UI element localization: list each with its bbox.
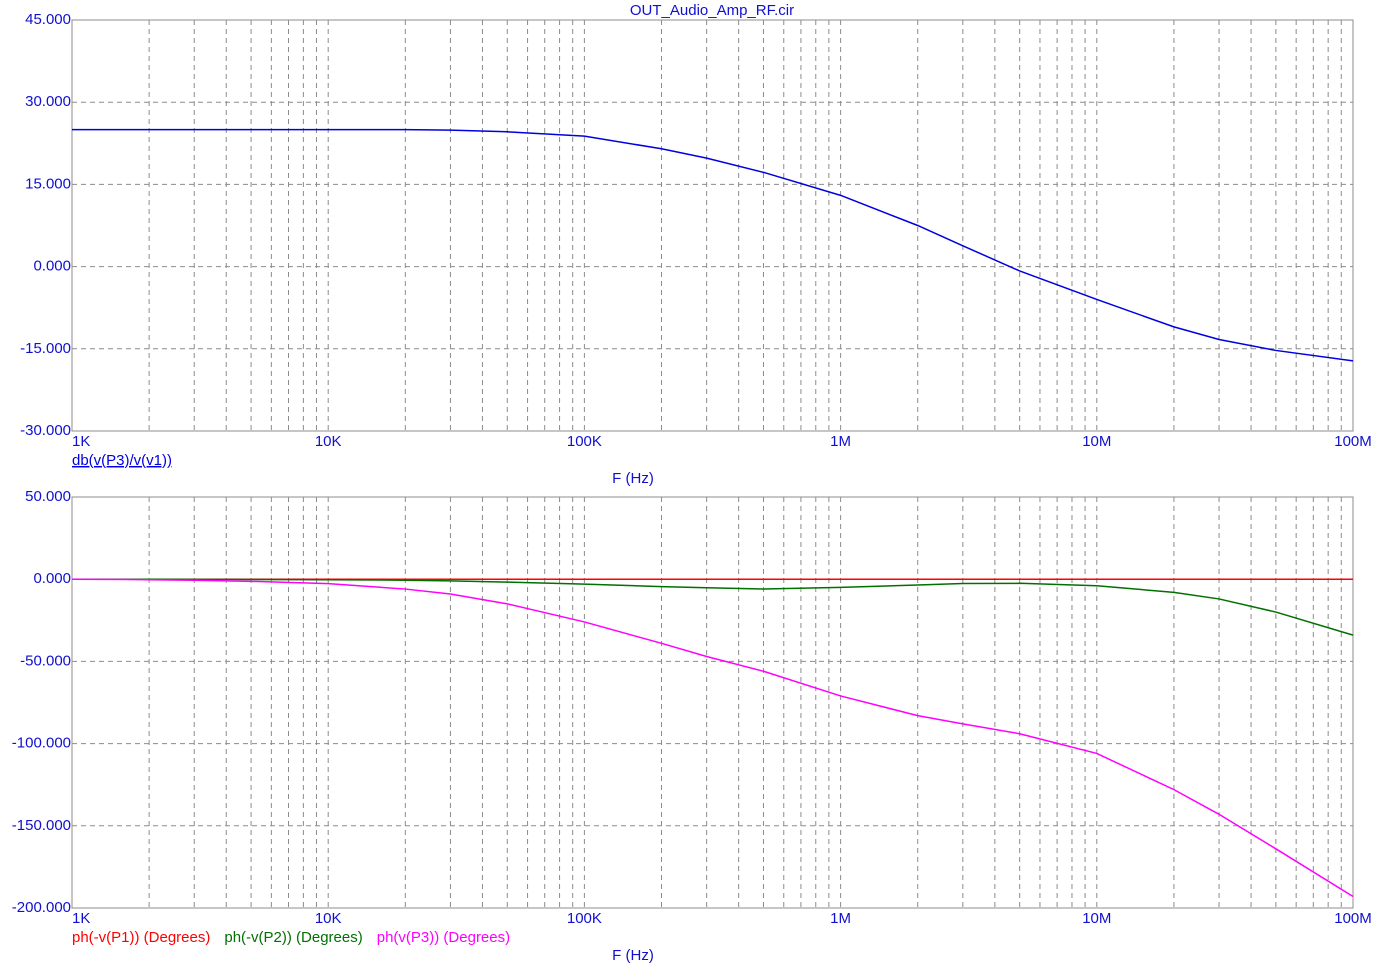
y-tick-label: 50.000: [25, 488, 71, 505]
y-tick-label: -50.000: [20, 652, 71, 669]
x-axis-label: F (Hz): [612, 947, 654, 964]
x-tick-label: 10M: [1082, 433, 1111, 450]
legend-entry: ph(-v(P1)) (Degrees): [72, 929, 210, 946]
y-tick-label: 0.000: [33, 570, 71, 587]
plot-frame: [71, 496, 1354, 909]
x-tick-label: 100K: [567, 910, 602, 927]
legend-entry: db(v(P3)/v(v1)): [72, 452, 172, 469]
x-tick-label: 1K: [72, 433, 90, 450]
x-tick-label: 100K: [567, 433, 602, 450]
x-tick-label: 10K: [315, 910, 342, 927]
x-tick-label: 100M: [1334, 433, 1372, 450]
plot-frame: [71, 19, 1354, 432]
x-tick-label: 10M: [1082, 910, 1111, 927]
y-tick-label: 15.000: [25, 175, 71, 192]
x-tick-label: 100M: [1334, 910, 1372, 927]
series-line: [72, 578, 1354, 636]
x-tick-label: 10K: [315, 433, 342, 450]
legend-entry: ph(v(P3)) (Degrees): [377, 929, 510, 946]
y-tick-label: 30.000: [25, 93, 71, 110]
x-tick-label: 1K: [72, 910, 90, 927]
y-tick-label: -100.000: [12, 735, 71, 752]
y-tick-label: 45.000: [25, 11, 71, 28]
x-axis-label: F (Hz): [612, 470, 654, 487]
y-tick-label: 0.000: [33, 258, 71, 275]
series-line: [71, 578, 1354, 898]
y-tick-label: -30.000: [20, 422, 71, 439]
x-tick-label: 1M: [830, 910, 851, 927]
legend-entry: ph(-v(P2)) (Degrees): [224, 929, 362, 946]
x-tick-label: 1M: [830, 433, 851, 450]
y-tick-label: -200.000: [12, 899, 71, 916]
series-line: [72, 128, 1354, 362]
chart-title: OUT_Audio_Amp_RF.cir: [630, 2, 794, 19]
y-tick-label: -15.000: [20, 340, 71, 357]
y-tick-label: -150.000: [12, 817, 71, 834]
